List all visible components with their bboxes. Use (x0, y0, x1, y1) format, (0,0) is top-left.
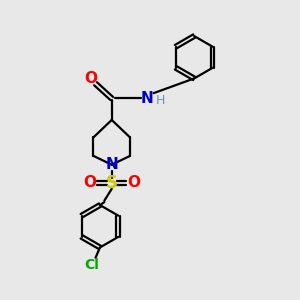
Text: H: H (156, 94, 165, 107)
Text: O: O (83, 176, 96, 190)
Text: N: N (141, 91, 153, 106)
Text: O: O (127, 176, 140, 190)
Text: N: N (105, 157, 118, 172)
Text: Cl: Cl (84, 257, 99, 272)
Text: O: O (85, 71, 98, 86)
Text: S: S (106, 174, 118, 192)
